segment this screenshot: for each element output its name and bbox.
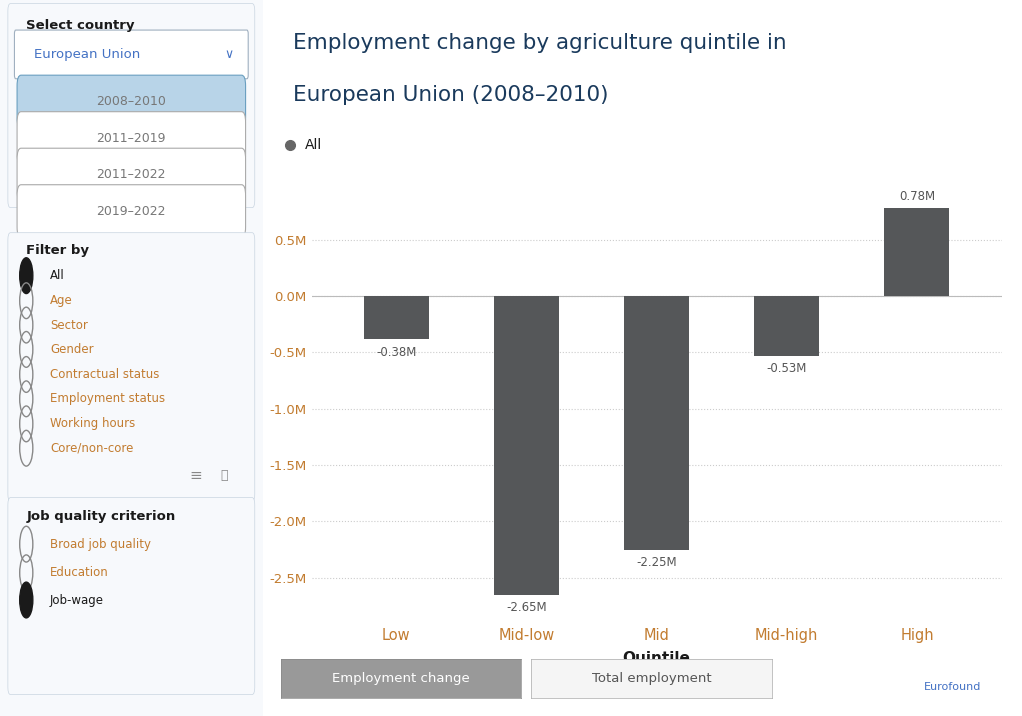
Text: Employment status: Employment status (50, 392, 165, 405)
Text: ∨: ∨ (224, 48, 233, 61)
Text: 2019–2022: 2019–2022 (96, 205, 167, 218)
FancyBboxPatch shape (17, 75, 245, 128)
X-axis label: Quintile: Quintile (622, 651, 691, 666)
Text: -2.65M: -2.65M (506, 601, 547, 614)
FancyBboxPatch shape (14, 30, 248, 79)
Text: Broad job quality: Broad job quality (50, 538, 151, 551)
Circle shape (19, 258, 33, 294)
Text: 2011–2022: 2011–2022 (96, 168, 167, 181)
Text: All: All (50, 269, 64, 282)
FancyBboxPatch shape (8, 498, 254, 695)
Text: Working hours: Working hours (50, 417, 135, 430)
Text: Total employment: Total employment (592, 672, 711, 685)
FancyBboxPatch shape (8, 233, 254, 501)
Bar (754, 296, 820, 356)
Circle shape (19, 582, 33, 618)
Text: Select country: Select country (27, 19, 135, 32)
Text: Education: Education (50, 566, 108, 579)
Text: 2011–2019: 2011–2019 (96, 132, 167, 145)
Text: ⧉: ⧉ (221, 469, 228, 482)
Text: Contractual status: Contractual status (50, 368, 159, 381)
Text: Eurofound: Eurofound (924, 682, 981, 692)
Text: 2008–2010: 2008–2010 (96, 95, 167, 108)
Bar (364, 296, 429, 339)
FancyBboxPatch shape (17, 112, 245, 165)
FancyBboxPatch shape (17, 185, 245, 238)
Text: -2.25M: -2.25M (637, 556, 677, 569)
Text: Employment change: Employment change (332, 672, 470, 685)
Text: Age: Age (50, 294, 73, 307)
Text: European Union: European Union (34, 48, 140, 61)
Text: Job-wage: Job-wage (50, 594, 104, 606)
Text: Filter by: Filter by (27, 244, 89, 257)
Text: Employment change by agriculture quintile in: Employment change by agriculture quintil… (293, 33, 787, 53)
Text: -0.53M: -0.53M (766, 362, 807, 375)
Text: Gender: Gender (50, 343, 94, 356)
Text: All: All (305, 138, 322, 153)
Text: Sector: Sector (50, 319, 88, 332)
Text: European Union (2008–2010): European Union (2008–2010) (293, 84, 609, 105)
Text: Job quality criterion: Job quality criterion (27, 511, 176, 523)
Text: 0.78M: 0.78M (899, 190, 935, 203)
Text: -0.38M: -0.38M (376, 346, 417, 359)
FancyBboxPatch shape (17, 148, 245, 201)
Bar (624, 296, 689, 550)
Bar (494, 296, 559, 595)
Text: ≡: ≡ (189, 468, 202, 483)
Bar (884, 208, 949, 296)
FancyBboxPatch shape (8, 4, 254, 208)
Text: Core/non-core: Core/non-core (50, 442, 133, 455)
